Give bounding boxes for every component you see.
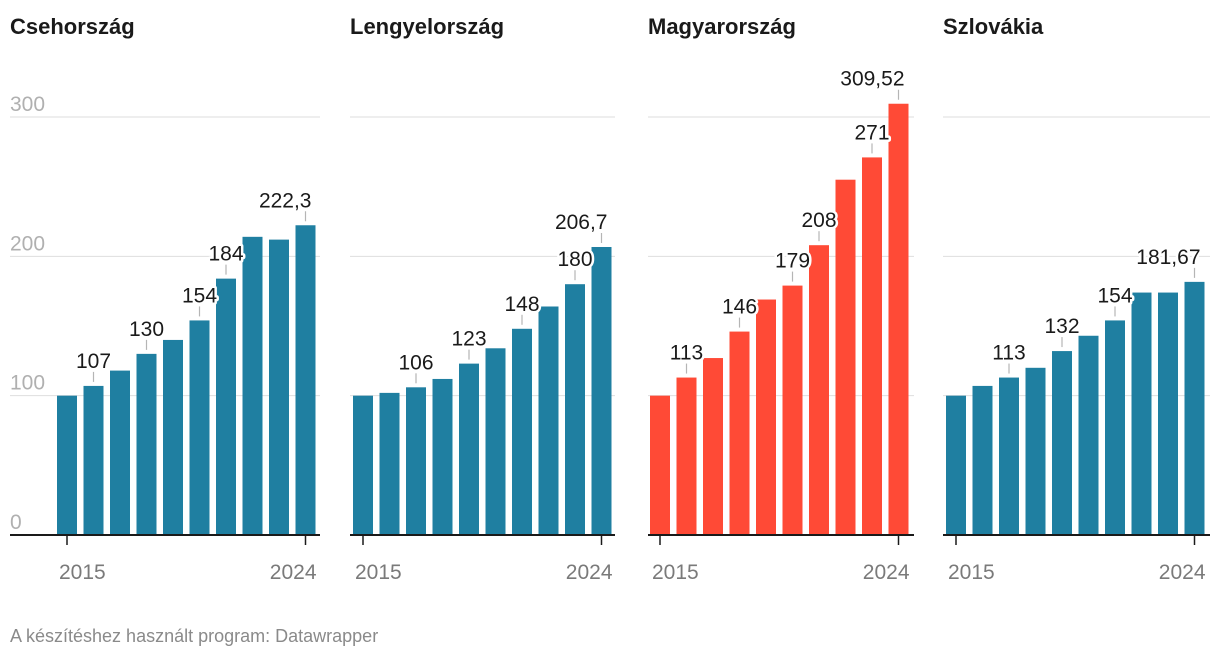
panel-1-bar [136, 353, 157, 535]
panel-2-bar [565, 284, 585, 535]
panel-3-x-tick-label: 2024 [863, 561, 910, 584]
panel-3-bar [809, 245, 829, 536]
panel-1-bar [110, 370, 130, 535]
panel-1-data-label: 154 [182, 284, 217, 307]
panel-4-bar [1158, 292, 1178, 535]
panel-3-data-label: 271 [854, 121, 889, 144]
y-tick-label: 0 [10, 511, 22, 534]
panel-3-bar [862, 157, 882, 535]
panel-3-data-label: 179 [775, 250, 810, 273]
panel-3-bar [676, 377, 697, 535]
panel-1-bar [269, 239, 289, 535]
panel-3-x-tick-label: 2015 [652, 561, 699, 584]
panel-1-bar [295, 225, 316, 535]
panel-3-bar [703, 358, 723, 535]
panel-1-x-tick-label: 2015 [59, 561, 106, 584]
panel-1-bar [189, 320, 210, 535]
panel-3-bar [756, 299, 776, 535]
footer-credit: A készítéshez használt program: Datawrap… [10, 626, 379, 646]
panel-4-title: Szlovákia [943, 14, 1044, 39]
panel-4-x-tick-label: 2024 [1159, 561, 1206, 584]
panel-4-bar [1052, 351, 1072, 535]
panel-3-bar [782, 285, 803, 535]
panel-4-bar [1105, 320, 1125, 535]
panel-2-data-label: 148 [504, 293, 539, 316]
panel-4-data-label: 113 [992, 342, 1025, 365]
panel-3-data-label: 146 [722, 296, 757, 319]
panel-1-bar [163, 339, 183, 535]
panel-4-bar [999, 377, 1019, 535]
panel-2-x-tick-label: 2015 [355, 561, 402, 584]
panel-4-data-label: 132 [1044, 315, 1079, 338]
panel-2-bar [432, 378, 453, 535]
panel-4-data-label: 181,67 [1136, 246, 1200, 269]
panel-1-x-tick-label: 2024 [270, 561, 317, 584]
panel-3-bar [888, 103, 909, 535]
panel-2-bar [591, 246, 612, 536]
panel-2-bar [379, 392, 400, 535]
y-tick-label: 300 [10, 93, 45, 116]
panel-4-data-label: 154 [1097, 284, 1132, 307]
panel-1-data-label: 130 [129, 318, 164, 341]
panel-4-bar [1078, 335, 1099, 535]
y-tick-label: 200 [10, 232, 45, 255]
panel-3-title: Magyarország [648, 14, 796, 39]
panel-3-data-label: 208 [801, 209, 836, 232]
y-tick-label: 100 [10, 372, 45, 395]
panel-2-title: Lengyelország [350, 14, 504, 39]
panel-3-bar [650, 395, 670, 535]
panel-1-bar [83, 385, 104, 535]
panel-1-title: Csehország [10, 14, 135, 39]
panel-2-bar [538, 306, 559, 535]
panel-2-bar [512, 328, 532, 535]
panel-2-data-label: 123 [451, 328, 486, 351]
panel-3-bar [835, 179, 856, 535]
panel-4-bar [1184, 281, 1205, 535]
panel-1-bar [57, 395, 77, 535]
panel-3-data-label: 113 [670, 342, 703, 365]
panel-4-bar [1025, 367, 1046, 535]
panel-2-bar [485, 348, 506, 535]
panel-3-data-label: 309,52 [840, 68, 904, 91]
panel-2-data-label: 206,7 [555, 211, 608, 234]
panel-4-bar [1131, 292, 1152, 535]
panel-1-data-label: 184 [208, 243, 243, 266]
panel-1-bar [216, 278, 236, 535]
panel-2-bar [406, 387, 426, 535]
panel-4-bar [972, 385, 993, 535]
panel-2-bar [459, 363, 479, 535]
panel-1-bar [242, 236, 263, 535]
panel-2-data-label: 106 [398, 351, 433, 374]
panel-4-x-tick-label: 2015 [948, 561, 995, 584]
panel-4-bar [946, 395, 966, 535]
panel-2-x-tick-label: 2024 [566, 561, 613, 584]
panel-1-data-label: 107 [76, 350, 111, 373]
panel-3-bar [729, 331, 750, 535]
panel-1-data-label: 222,3 [259, 189, 312, 212]
panel-2-bar [353, 395, 373, 535]
panel-2-data-label: 180 [557, 248, 592, 271]
